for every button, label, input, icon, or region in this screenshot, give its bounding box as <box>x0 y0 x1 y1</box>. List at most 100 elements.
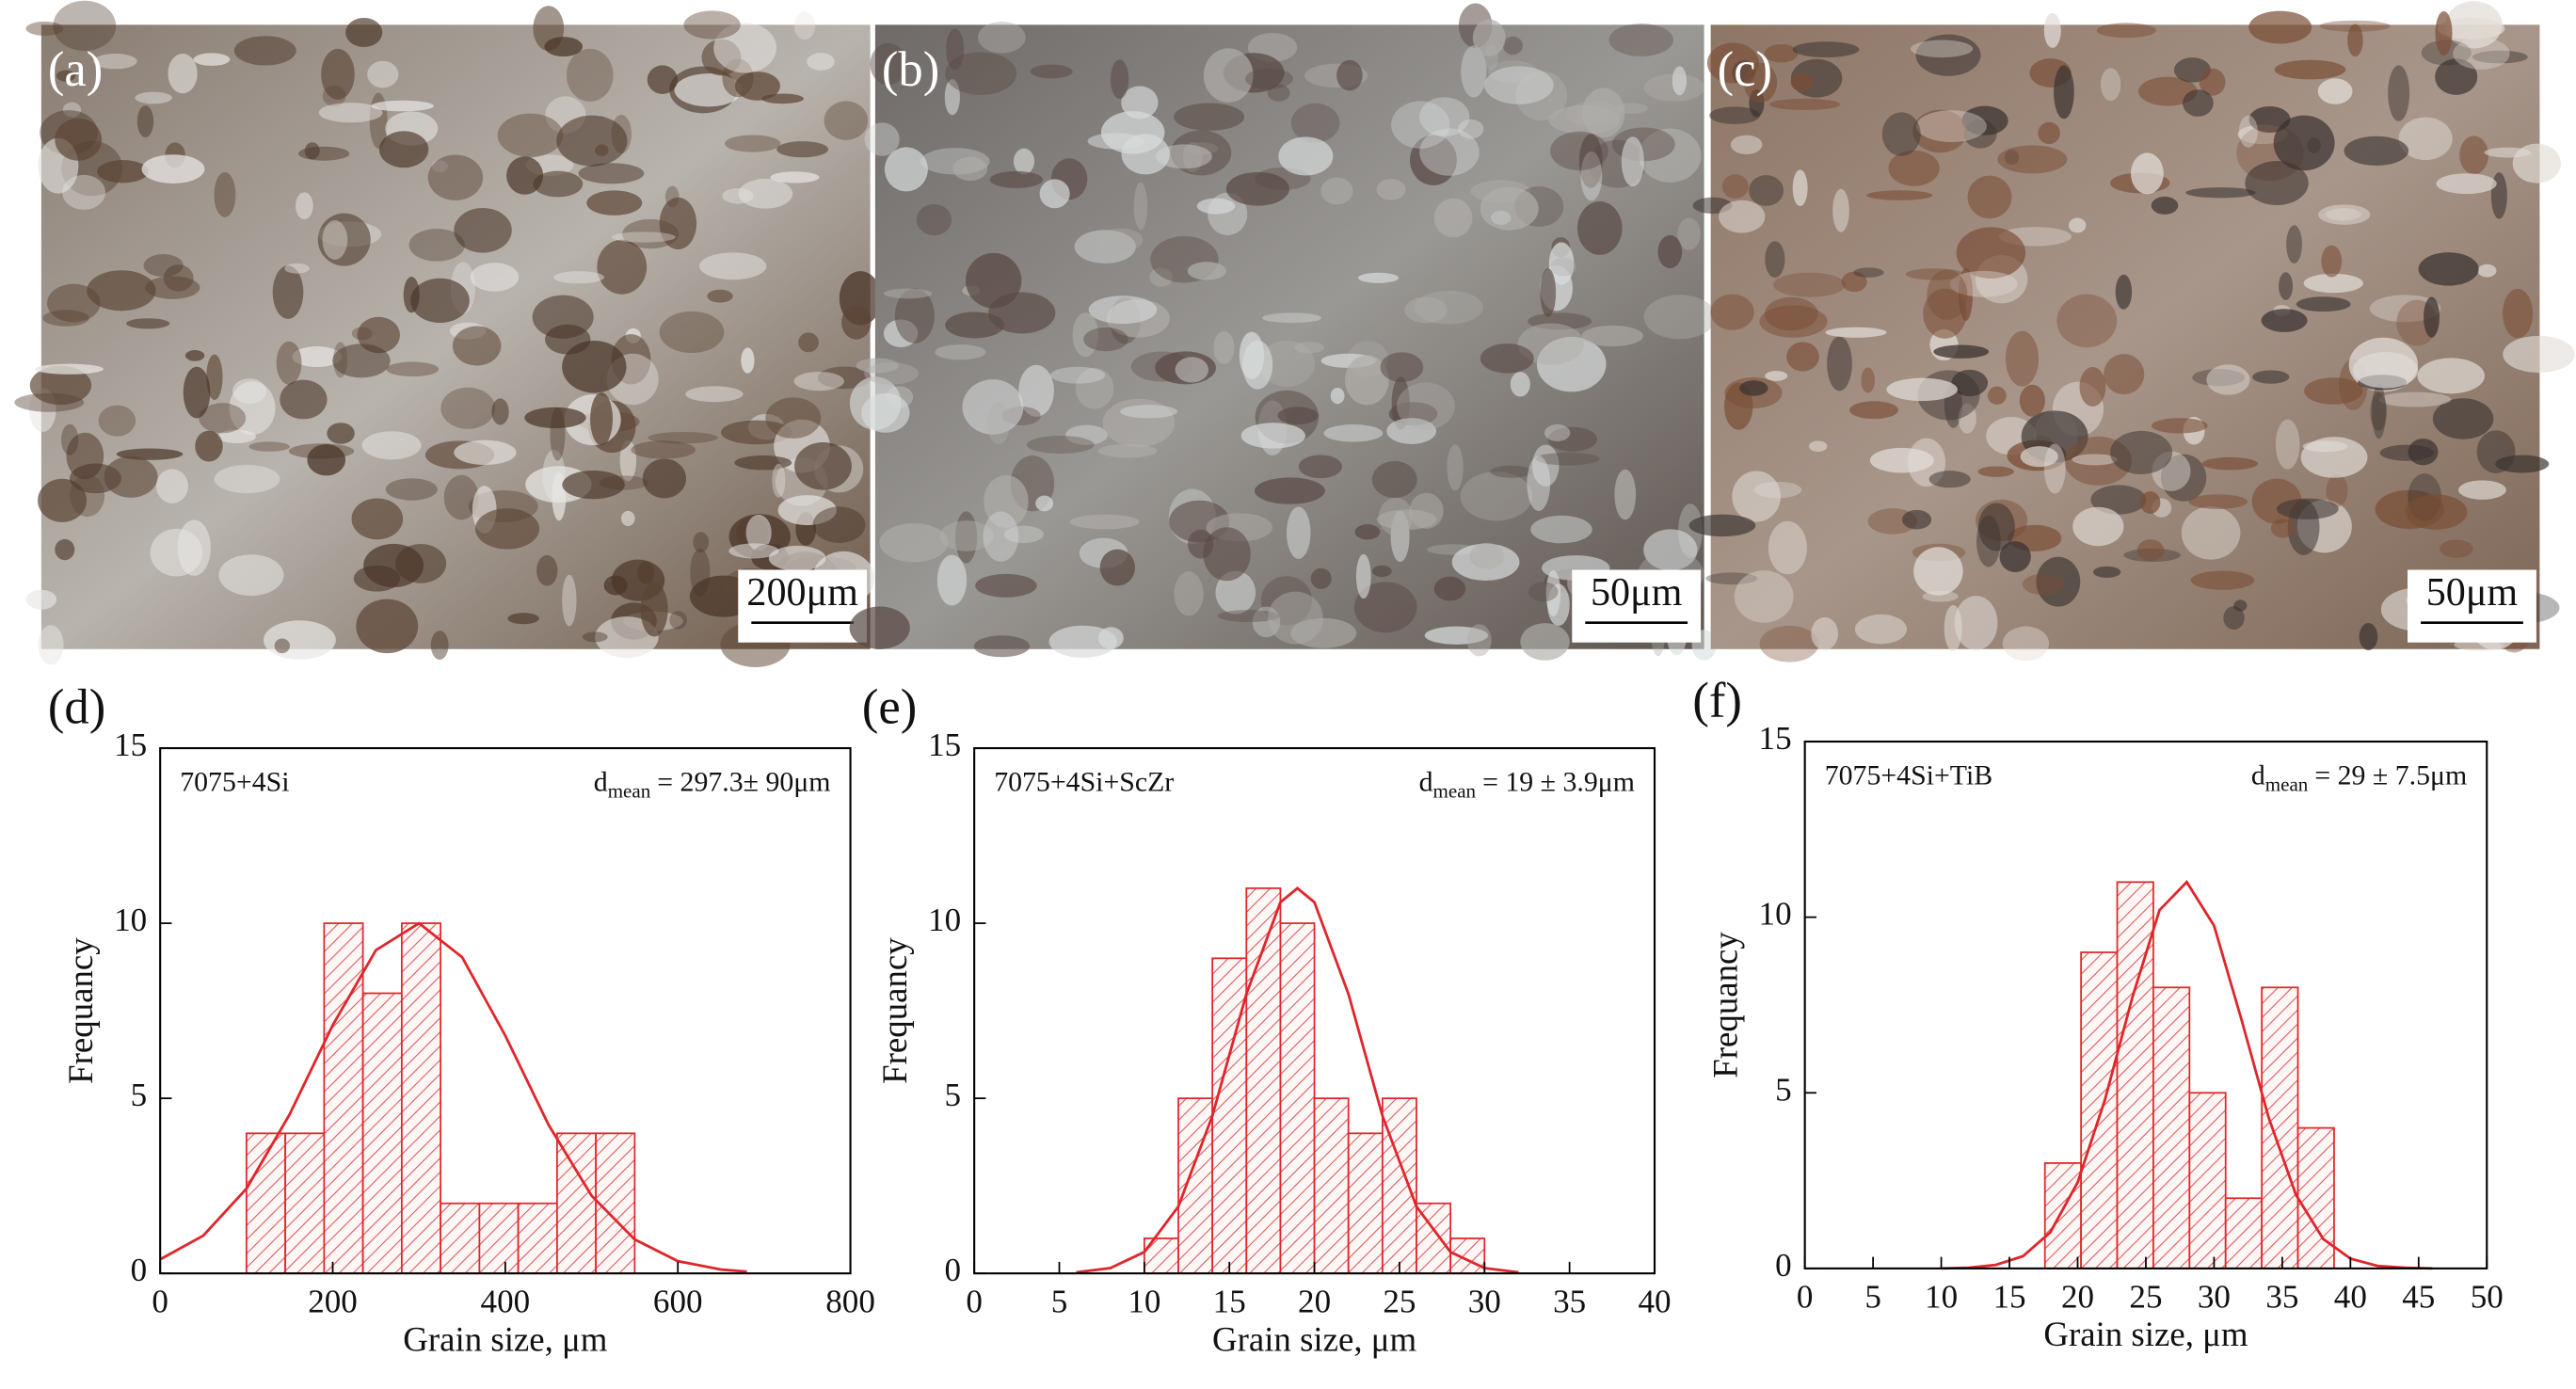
grain-texture <box>2432 398 2494 439</box>
grain-texture <box>1688 514 1756 537</box>
histogram-bar <box>2188 1092 2227 1269</box>
grain-texture <box>1130 351 1192 382</box>
grain-texture <box>356 599 419 654</box>
grain-texture <box>1547 426 1598 452</box>
grain-texture <box>794 441 852 490</box>
y-tick-label: 0 <box>131 1252 148 1288</box>
grain-texture <box>524 407 586 429</box>
grain-texture <box>713 23 776 73</box>
grain-texture <box>1888 150 1940 186</box>
grain-texture <box>1330 388 1345 405</box>
grain-texture <box>952 156 988 182</box>
grain-texture <box>284 263 310 274</box>
x-tick-label: 0 <box>966 1284 983 1320</box>
grain-texture <box>2068 217 2087 233</box>
grain-texture <box>25 21 64 36</box>
grain-texture <box>1345 355 1389 406</box>
histogram-bar <box>2152 986 2191 1269</box>
grain-texture <box>973 635 1031 658</box>
grain-texture <box>1886 377 1959 402</box>
grain-texture <box>351 327 373 341</box>
grain-texture <box>454 207 512 253</box>
grain-texture <box>506 156 544 195</box>
grain-texture <box>1841 271 1867 293</box>
grain-texture <box>2092 566 2121 578</box>
grain-texture <box>1764 296 1818 331</box>
grain-texture <box>640 582 668 637</box>
y-axis-label: Frequancy <box>1705 932 1744 1078</box>
x-tick-label: 45 <box>2402 1278 2435 1315</box>
grain-texture <box>722 187 754 204</box>
grain-texture <box>1240 423 1305 449</box>
grain-texture <box>2405 494 2468 530</box>
grain-texture <box>1578 134 1603 188</box>
grain-texture <box>98 405 136 437</box>
grain-texture <box>2019 384 2046 417</box>
histogram-bar <box>323 922 364 1275</box>
grain-texture <box>2223 606 2245 631</box>
grain-texture <box>2319 20 2391 32</box>
grain-texture <box>327 423 355 444</box>
grain-texture <box>2072 506 2124 547</box>
grain-texture <box>659 197 697 250</box>
scale-bar-box <box>1572 569 1702 643</box>
grain-texture <box>2326 474 2348 507</box>
grain-texture <box>807 53 835 71</box>
grain-texture <box>1520 623 1570 661</box>
grain-texture <box>619 439 637 482</box>
grain-texture <box>707 289 733 303</box>
grain-texture <box>1239 331 1265 379</box>
grain-texture <box>1409 492 1444 529</box>
grain-texture <box>1097 443 1158 458</box>
grain-texture <box>2424 296 2440 338</box>
grain-texture <box>1371 460 1417 499</box>
grain-texture <box>38 625 64 665</box>
grain-texture <box>2136 539 2165 562</box>
grain-texture <box>1260 576 1313 626</box>
grain-texture <box>55 118 103 161</box>
grain-texture <box>1515 71 1568 121</box>
grain-texture <box>1913 547 1963 596</box>
grain-texture <box>2043 12 2061 48</box>
x-tick-label: 40 <box>2334 1278 2367 1315</box>
grain-texture <box>536 554 558 586</box>
grain-texture <box>724 135 781 152</box>
grain-texture <box>1170 130 1232 176</box>
mean-symbol: d <box>2251 759 2265 790</box>
grain-texture <box>841 305 872 340</box>
grain-texture <box>1203 527 1251 582</box>
grain-texture <box>1581 325 1643 347</box>
grain-texture <box>214 171 236 217</box>
grain-texture <box>2183 89 2214 117</box>
grain-texture <box>793 11 816 40</box>
grain-texture <box>1530 515 1592 544</box>
mean-subscript: mean <box>2265 773 2309 795</box>
panel-label: (f) <box>1692 673 1742 727</box>
panel-label: (e) <box>862 680 917 735</box>
grain-texture <box>1743 62 1778 104</box>
grain-texture <box>685 386 744 403</box>
grain-texture <box>1809 440 1828 452</box>
grain-texture <box>734 72 780 101</box>
grain-texture <box>1582 88 1625 138</box>
grain-texture <box>1336 59 1363 91</box>
grain-texture <box>945 311 1005 339</box>
grain-texture <box>126 318 170 329</box>
scale-bar-label: 200μm <box>746 570 858 615</box>
grain-texture <box>2005 330 2040 387</box>
histogram-bar <box>284 1132 326 1275</box>
grain-texture <box>1254 477 1325 504</box>
grain-texture <box>1956 227 2026 279</box>
grain-texture <box>1721 174 1749 199</box>
grain-texture <box>620 510 635 526</box>
grain-texture <box>765 397 822 439</box>
grain-texture <box>582 631 608 643</box>
grain-texture <box>1961 105 2008 136</box>
x-tick-label: 600 <box>653 1284 703 1320</box>
grain-texture <box>1099 549 1136 586</box>
x-tick-label: 0 <box>1797 1278 1814 1315</box>
grain-texture <box>864 122 900 156</box>
grain-texture <box>544 37 583 57</box>
grain-texture <box>474 508 540 550</box>
grain-texture <box>2304 377 2363 405</box>
